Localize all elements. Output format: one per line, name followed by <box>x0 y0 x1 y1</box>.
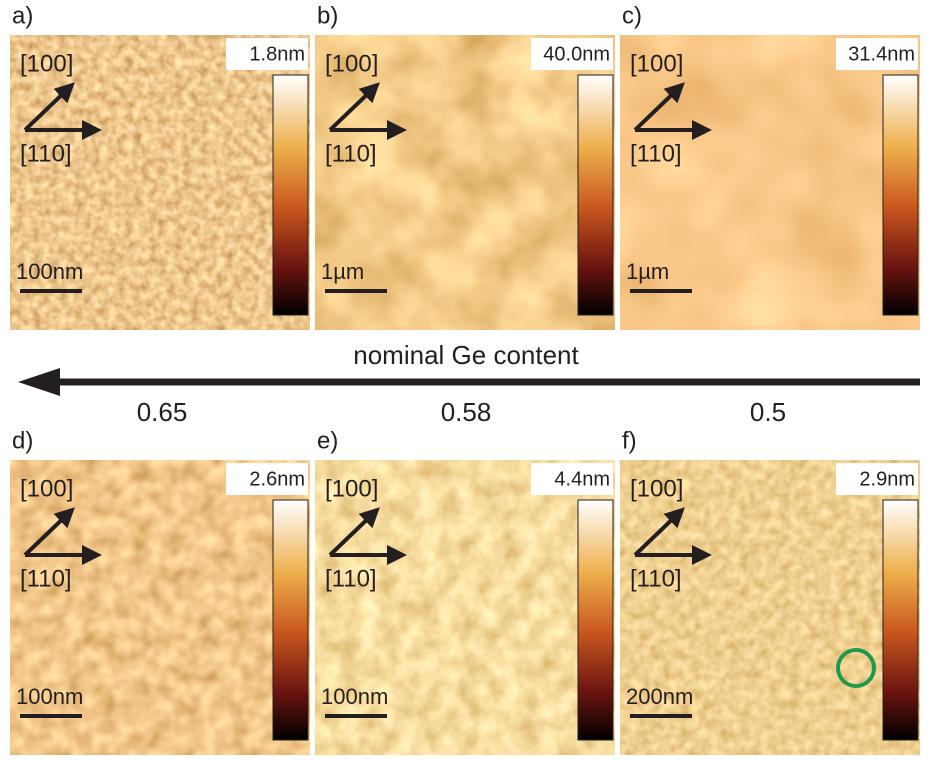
afm-panel: d) [100] [110] 2.6nm 100nm <box>10 427 310 755</box>
afm-panel: e) [100] [110] 4.4nm 100nm <box>315 427 615 755</box>
direction-label: [100] <box>20 50 73 77</box>
afm-image <box>10 460 310 755</box>
scale-bar-label: 100nm <box>16 684 83 709</box>
axis-label: 0.65 <box>137 397 188 427</box>
afm-image <box>315 35 615 330</box>
axis-arrow-head <box>18 368 60 396</box>
afm-panel: f) [100] [110] 2.9nm 200nm <box>620 427 920 755</box>
afm-image <box>620 460 920 755</box>
panel-label: b) <box>317 2 338 29</box>
colorbar-max-label: 40.0nm <box>543 43 610 65</box>
panel-label: d) <box>12 427 33 454</box>
panel-label: a) <box>12 2 33 29</box>
panel-label: c) <box>622 2 642 29</box>
colorbar <box>273 500 308 740</box>
colorbar-max-label: 4.4nm <box>554 468 610 490</box>
afm-image <box>620 35 920 330</box>
direction-label: [100] <box>630 50 683 77</box>
panel-label: f) <box>622 427 637 454</box>
direction-label: [110] <box>325 140 377 167</box>
axis-title: nominal Ge content <box>353 340 579 370</box>
scale-bar-label: 100nm <box>321 684 388 709</box>
colorbar-max-label: 2.6nm <box>249 468 305 490</box>
afm-panel: c) [100] [110] 31.4nm 1µm <box>620 2 920 330</box>
colorbar-max-label: 2.9nm <box>859 468 915 490</box>
direction-label: [110] <box>20 565 72 592</box>
colorbar <box>273 75 308 315</box>
direction-label: [110] <box>325 565 377 592</box>
afm-image <box>10 35 310 330</box>
direction-label: [110] <box>20 140 72 167</box>
direction-label: [100] <box>325 50 378 77</box>
panel-label: e) <box>317 427 338 454</box>
colorbar <box>883 500 918 740</box>
colorbar <box>578 500 613 740</box>
figure: nominal Ge content 0.65 0.58 0.5 a) [100]… <box>0 0 931 760</box>
content-axis: nominal Ge content 0.65 0.58 0.5 <box>18 340 920 427</box>
axis-label: 0.58 <box>441 397 492 427</box>
scale-bar-label: 100nm <box>16 259 83 284</box>
direction-label: [100] <box>630 475 683 502</box>
direction-label: [100] <box>325 475 378 502</box>
axis-label: 0.5 <box>750 397 786 427</box>
direction-label: [110] <box>630 565 682 592</box>
colorbar <box>883 75 918 315</box>
direction-label: [100] <box>20 475 73 502</box>
colorbar <box>578 75 613 315</box>
scale-bar-label: 200nm <box>626 684 693 709</box>
colorbar-max-label: 1.8nm <box>249 43 305 65</box>
colorbar-max-label: 31.4nm <box>848 43 915 65</box>
scale-bar-label: 1µm <box>321 259 364 284</box>
afm-panel: a) [100] [110] 1.8nm 100nm <box>10 2 310 330</box>
afm-panel: b) [100] [110] 40.0nm 1µm <box>315 2 615 330</box>
scale-bar-label: 1µm <box>626 259 669 284</box>
afm-image <box>315 460 615 755</box>
direction-label: [110] <box>630 140 682 167</box>
